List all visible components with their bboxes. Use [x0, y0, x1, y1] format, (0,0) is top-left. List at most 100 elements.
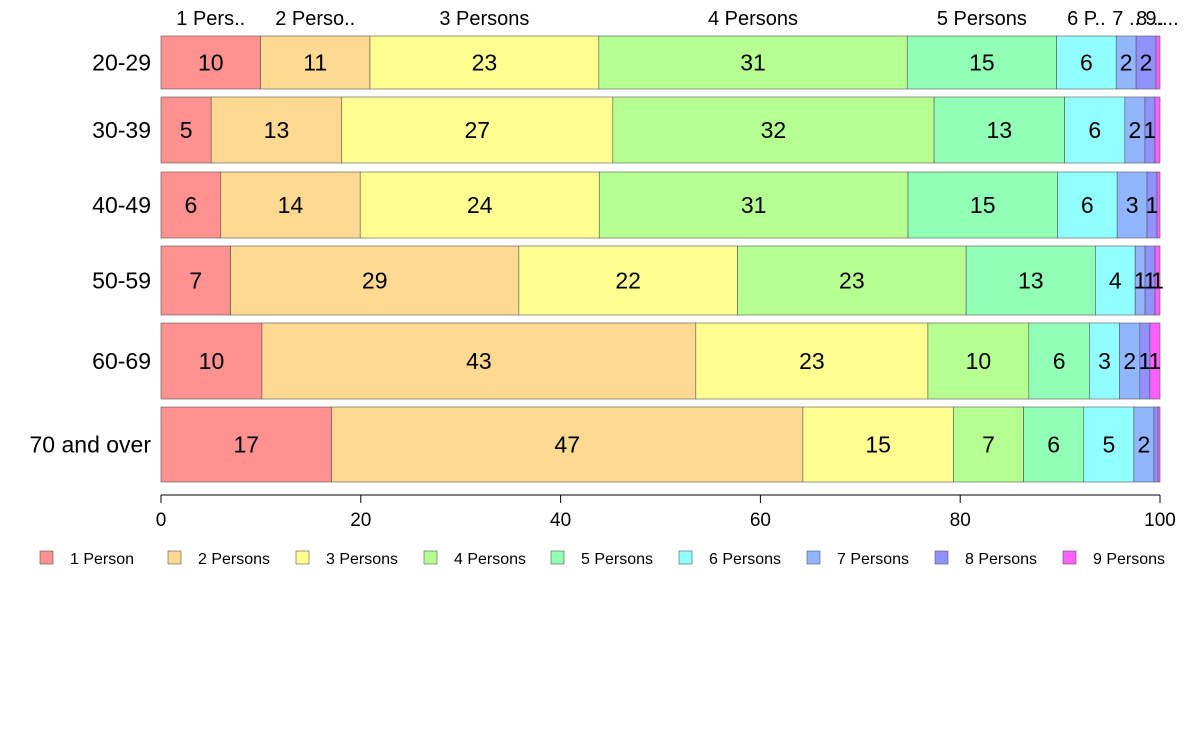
legend-label: 6 Persons: [709, 551, 781, 568]
legend-label: 2 Persons: [198, 551, 270, 568]
bar-segment: [695, 322, 929, 400]
bar-value-label: 15: [865, 432, 891, 458]
legend-label: 3 Persons: [326, 551, 398, 568]
bar-segment: [160, 406, 332, 483]
bar-segment: [331, 406, 804, 483]
bar-value-label: 1: [1144, 268, 1157, 294]
top-series-label: 4 Persons: [708, 8, 798, 30]
bar-value-label: 1: [1134, 268, 1147, 294]
bar-segment: [1153, 406, 1159, 483]
bar-value-label: 24: [467, 192, 493, 218]
top-labels: 1 Pers.. 2 Perso.. 3 Persons 4 Persons 5 Per…: [176, 8, 1178, 30]
bar-value-label: 1: [1138, 348, 1151, 374]
x-tick-label: 40: [550, 510, 571, 531]
bar-value-label: 1: [1146, 192, 1159, 218]
bar-value-label: 2: [1140, 50, 1153, 76]
bar-segment: [965, 245, 1096, 316]
bar-value-label: 1: [1151, 268, 1164, 294]
bar-segment: [210, 96, 343, 164]
bar-value-label: 2: [1120, 50, 1133, 76]
top-series-label: 5 Persons: [937, 8, 1027, 30]
legend-label: 7 Persons: [837, 551, 909, 568]
legend-swatch: [934, 550, 949, 565]
bar-segment: [1149, 322, 1161, 400]
bar-segment: [1056, 35, 1117, 90]
x-tick-label: 20: [350, 510, 371, 531]
legend-swatch: [423, 550, 438, 565]
legend-label: 9 Persons: [1093, 551, 1165, 568]
x-axis: 0 20 40 60 80 100: [156, 494, 1176, 531]
bar-value-label: 23: [472, 50, 498, 76]
bar-value-label: 13: [1018, 268, 1044, 294]
legend: 1 Person 2 Persons 3 Persons 4 Persons 5 Per…: [39, 550, 1165, 568]
bar-value-label: 13: [987, 117, 1013, 143]
top-series-label: 3 Persons: [439, 8, 529, 30]
row-label: 60-69: [92, 348, 151, 374]
top-series-label: 6 P..: [1067, 8, 1106, 30]
bar-value-label: 6: [1047, 432, 1060, 458]
bar-value-label: 3: [1126, 192, 1139, 218]
bar-value-label: 23: [839, 268, 865, 294]
x-tick-label: 80: [950, 510, 971, 531]
bar-value-label: 5: [180, 117, 193, 143]
legend-swatch: [550, 550, 565, 565]
bar-value-label: 22: [615, 268, 641, 294]
bar-value-label: 31: [741, 192, 767, 218]
bar-segment: [927, 322, 1030, 400]
legend-label: 1 Person: [70, 551, 134, 568]
bar-segment: [1154, 96, 1161, 164]
bar-value-label: 17: [233, 432, 259, 458]
bar-segment: [1057, 171, 1118, 239]
legend-swatch: [806, 550, 821, 565]
x-tick-label: 0: [156, 510, 167, 531]
bar-segment: [1064, 96, 1126, 164]
legend-swatch: [678, 550, 693, 565]
bar-segment: [598, 35, 908, 90]
bar-segment: [907, 171, 1058, 239]
bar-value-label: 7: [189, 268, 202, 294]
row-label: 50-59: [92, 268, 151, 294]
bar-segment: [933, 96, 1065, 164]
bar-segment: [160, 245, 231, 316]
bar-segment: [737, 245, 967, 316]
bar-value-label: 23: [799, 348, 825, 374]
bar-segment: [160, 322, 263, 400]
bar-value-label: 4: [1109, 268, 1122, 294]
bar-segment: [802, 406, 954, 483]
legend-label: 8 Persons: [965, 551, 1037, 568]
bar-value-label: 10: [966, 348, 992, 374]
bar-segment: [906, 35, 1057, 90]
bar-segment: [160, 35, 261, 90]
bar-segment: [220, 171, 361, 239]
legend-swatch: [295, 550, 310, 565]
row-label: 40-49: [92, 192, 151, 218]
legend-swatch: [167, 550, 182, 565]
row-labels: 20-29 30-39 40-49 50-59 60-69 70 and over: [30, 50, 152, 458]
bar-segment: [1156, 171, 1161, 239]
bar-value-label: 6: [1081, 192, 1094, 218]
bar-value-label: 6: [1053, 348, 1066, 374]
bar-segment: [1157, 406, 1161, 483]
bar-segment: [518, 245, 738, 316]
bar-value-label: 5: [1102, 432, 1115, 458]
bar-segment: [1023, 406, 1085, 483]
top-series-label: 1 Pers..: [176, 8, 245, 30]
row-label: 30-39: [92, 117, 151, 143]
bar-segment: [230, 245, 520, 316]
bar-value-label: 11: [303, 50, 327, 76]
top-series-label: 2 Perso..: [275, 8, 355, 30]
bar-segment: [1089, 322, 1120, 400]
bar-value-label: 6: [184, 192, 197, 218]
bar-segment: [341, 96, 614, 164]
bar-value-label: 6: [1088, 117, 1101, 143]
legend-swatch: [1062, 550, 1077, 565]
bar-segment: [160, 171, 222, 239]
bar-value-label: 3: [1098, 348, 1111, 374]
bar-value-label: 2: [1138, 432, 1151, 458]
bar-value-label: 47: [554, 432, 580, 458]
bar-value-label: 15: [969, 50, 995, 76]
bar-value-label: 29: [362, 268, 388, 294]
bar-value-label: 2: [1129, 117, 1142, 143]
bar-value-label: 27: [464, 117, 490, 143]
